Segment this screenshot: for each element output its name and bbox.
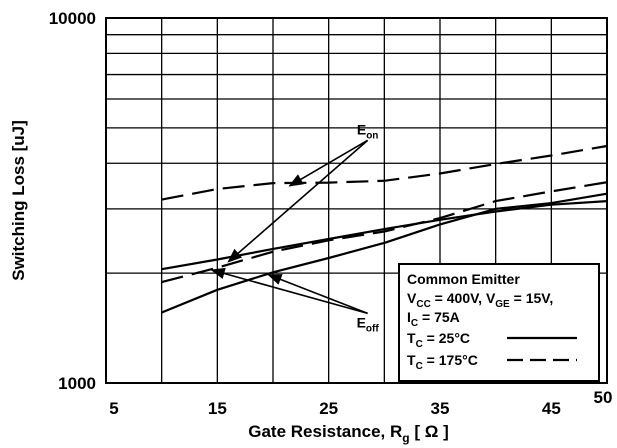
y-axis-title: Switching Loss [uJ] <box>9 120 28 281</box>
legend-entry-label: TC = 25°C <box>407 330 470 350</box>
annotation-eoff-label: Eoff <box>357 314 380 334</box>
plot-frame <box>105 17 608 384</box>
x-tick-label: 5 <box>109 399 118 418</box>
y-tick-labels: 1000 10000 <box>49 9 96 393</box>
x-tick-label: 50 <box>594 388 613 407</box>
legend-condition-line: IC = 75A <box>407 309 460 329</box>
x-axis-title: Gate Resistance, Rg [ Ω ] <box>248 422 448 445</box>
legend-entry-label: TC = 175°C <box>407 352 478 372</box>
annotations: Eon Eoff <box>210 121 380 334</box>
x-tick-label: 15 <box>208 399 227 418</box>
series-line-3 <box>161 144 608 201</box>
x-tick-labels: 5 15 25 35 45 50 <box>109 388 612 418</box>
annotation-eoff-arrow-1 <box>210 267 368 315</box>
annotation-eoff-arrow-2 <box>267 273 368 315</box>
legend-condition-line: VCC = 400V, VGE = 15V, <box>407 290 553 310</box>
y-tick-label: 1000 <box>58 374 96 393</box>
legend: Common Emitter VCC = 400V, VGE = 15V,IC =… <box>398 263 600 382</box>
x-tick-label: 25 <box>319 399 338 418</box>
y-tick-label: 10000 <box>49 9 96 28</box>
series-line-2 <box>161 192 608 314</box>
annotation-eon-arrow-1 <box>288 139 369 187</box>
x-tick-label: 35 <box>431 399 450 418</box>
annotation-eon-label: Eon <box>357 121 379 141</box>
legend-condition-line: Common Emitter <box>407 271 520 287</box>
legend-box <box>398 263 600 382</box>
grid-lines <box>106 18 607 383</box>
x-tick-label: 45 <box>542 399 561 418</box>
annotation-eon-arrow-2 <box>227 139 369 263</box>
